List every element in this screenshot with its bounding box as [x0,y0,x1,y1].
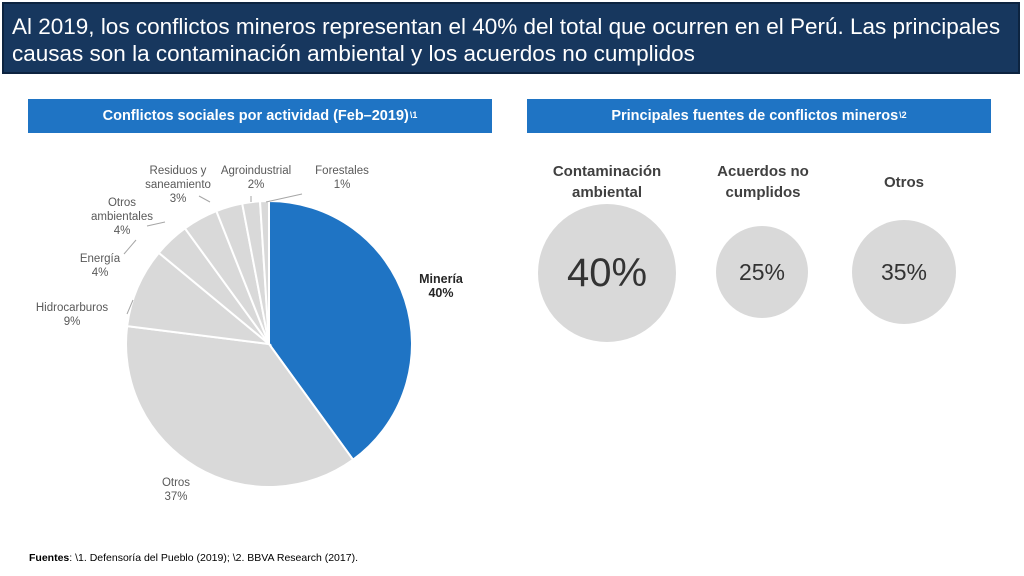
pie-leader-line [198,195,211,203]
cause-title-acuerdos: Acuerdos no cumplidos [717,163,809,201]
pie-label-energ-a: Energía 4% [80,253,121,279]
cause-title-otros: Otros [883,174,924,191]
sources-text: : \1. Defensoría del Pueblo (2019); \2. … [69,552,358,564]
cause-circle-otros: 35% [852,220,956,324]
pie-slice-hidrocarburos [126,251,273,346]
cause-value-contaminacion: 40% [566,250,648,295]
sources-footnote: Fuentes: \1. Defensoría del Pueblo (2019… [29,552,358,564]
pie-leader-line [265,193,303,203]
page-title: Al 2019, los conflictos mineros represen… [12,14,1001,66]
pie-label-hidrocarburos: Hidrocarburos 9% [36,302,108,328]
sources-prefix: Fuentes [29,552,70,564]
pie-chart-title: Conflictos sociales por actividad (Feb–2… [102,108,409,124]
pie-chart-note-ref: \1 [409,110,418,120]
title-banner: Al 2019, los conflictos mineros represen… [2,2,1020,74]
pie-label-forestales: Forestales 1% [315,165,369,191]
cause-value-otros: 35% [880,258,928,285]
pie-leader-line [126,299,134,315]
causes-title: Principales fuentes de conflictos minero… [611,108,899,124]
pie-leader-line [146,221,166,227]
pie-slice-miner-a [268,199,413,462]
causes-note-ref: \2 [899,110,907,120]
pie-label-otros-ambientales: Otros ambientales 4% [91,197,153,237]
pie-leader-line [123,239,137,255]
pie-chart-header: Conflictos sociales por actividad (Feb–2… [28,99,492,133]
cause-circle-contaminacion: 40% [538,204,676,342]
pie-label-residuos-y-saneamiento: Residuos y saneamiento 3% [145,165,211,205]
cause-title-contaminacion: Contaminación ambiental [552,163,662,201]
pie-slice-otros [125,324,355,488]
pie-label-miner-a: Minería 40% [419,272,464,300]
pie-label-agroindustrial: Agroindustrial 2% [221,165,291,191]
cause-value-acuerdos: 25% [738,258,786,285]
cause-circle-acuerdos: 25% [716,226,808,318]
pie-label-otros: Otros 37% [162,477,190,503]
pie-chart: Minería 40% Otros 37% Hidrocarburos 9% Energía… [36,165,464,503]
causes-header: Principales fuentes de conflictos minero… [527,99,991,133]
